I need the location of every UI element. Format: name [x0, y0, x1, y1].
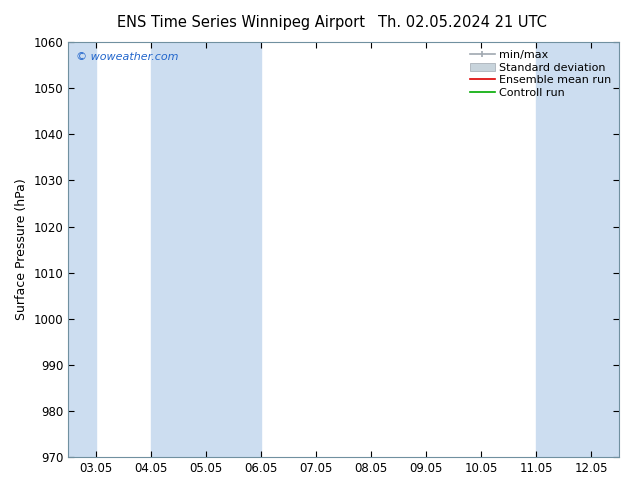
Bar: [68, 42, 96, 457]
Y-axis label: Surface Pressure (hPa): Surface Pressure (hPa): [15, 179, 28, 320]
Bar: [536, 42, 619, 457]
Legend: min/max, Standard deviation, Ensemble mean run, Controll run: min/max, Standard deviation, Ensemble me…: [468, 48, 614, 100]
Text: Th. 02.05.2024 21 UTC: Th. 02.05.2024 21 UTC: [378, 15, 547, 30]
Text: © woweather.com: © woweather.com: [77, 52, 179, 62]
Text: ENS Time Series Winnipeg Airport: ENS Time Series Winnipeg Airport: [117, 15, 365, 30]
Bar: [151, 42, 261, 457]
